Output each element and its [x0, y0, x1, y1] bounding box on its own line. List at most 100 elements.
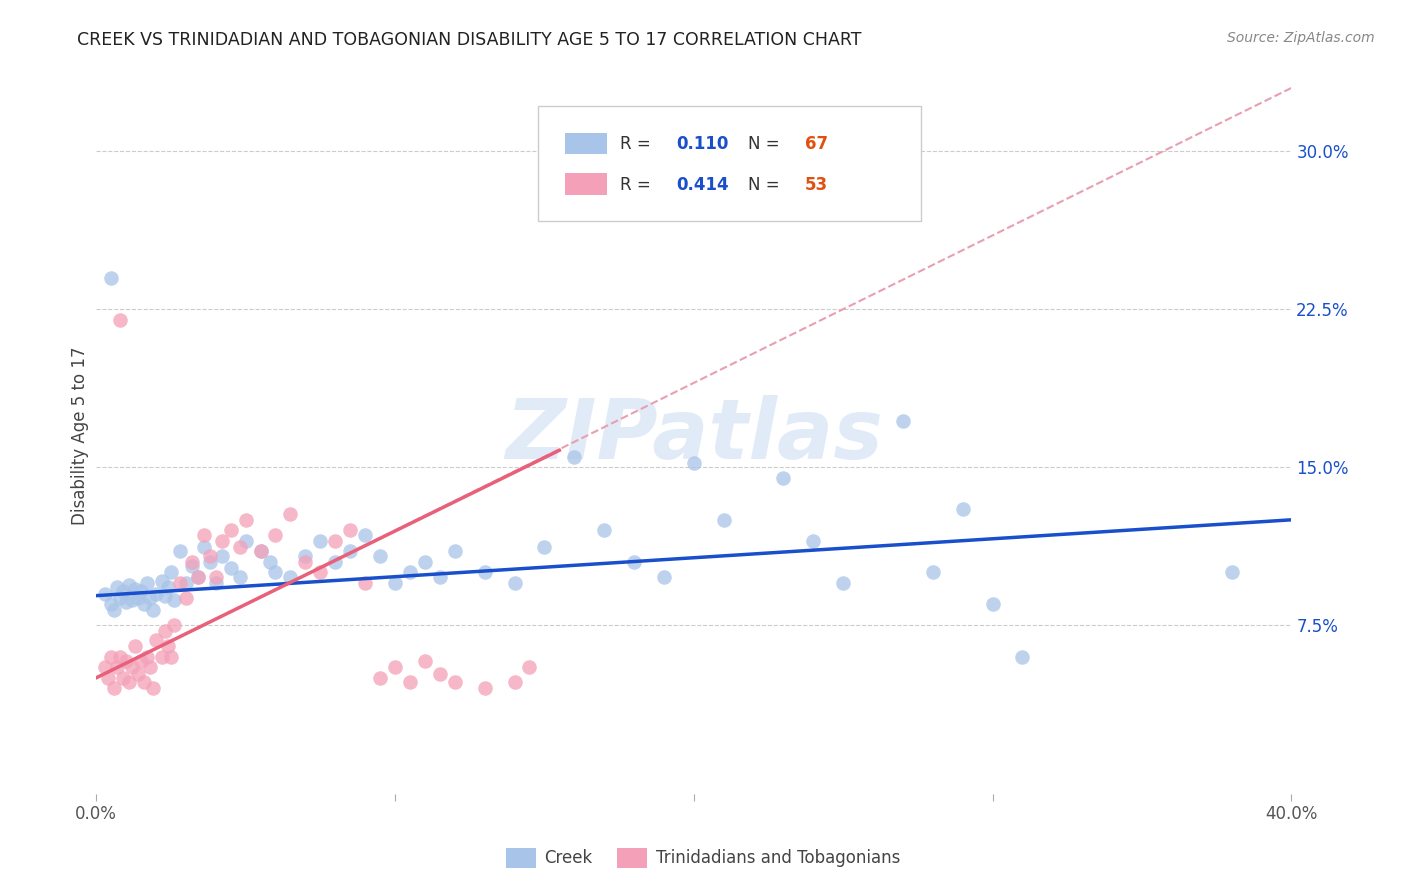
Point [108, 649, 131, 664]
Point [145, 632, 167, 647]
Point [682, 456, 704, 470]
Point [132, 597, 155, 611]
Point [294, 549, 316, 563]
Point [163, 618, 186, 632]
Text: N =: N = [748, 135, 785, 153]
Point [742, 203, 765, 218]
Point [124, 582, 146, 597]
Point [124, 639, 146, 653]
Text: R =: R = [620, 176, 655, 194]
Point [204, 570, 226, 584]
Point [136, 649, 159, 664]
Point [264, 527, 287, 541]
Point [503, 576, 526, 591]
Point [105, 580, 128, 594]
Point [127, 666, 149, 681]
Point [429, 666, 451, 681]
Point [108, 591, 131, 605]
Point [94, 660, 117, 674]
Point [150, 649, 173, 664]
Point [193, 540, 215, 554]
Point [249, 544, 271, 558]
Point [198, 549, 221, 563]
Point [139, 591, 162, 605]
Point [150, 574, 173, 588]
Text: R =: R = [620, 135, 655, 153]
Point [384, 660, 406, 674]
Point [132, 675, 155, 690]
Text: 0.110: 0.110 [676, 135, 728, 153]
Point [94, 586, 117, 600]
Point [339, 524, 361, 538]
Point [156, 639, 179, 653]
Point [127, 591, 149, 605]
Point [399, 566, 422, 580]
Point [891, 414, 914, 428]
Point [160, 566, 183, 580]
Point [121, 660, 143, 674]
Point [97, 671, 120, 685]
FancyBboxPatch shape [565, 133, 606, 154]
Point [118, 578, 141, 592]
Y-axis label: Disability Age 5 to 17: Disability Age 5 to 17 [72, 346, 89, 524]
Point [112, 584, 135, 599]
Point [103, 681, 125, 696]
Point [259, 555, 281, 569]
Text: 67: 67 [804, 135, 828, 153]
Point [115, 654, 138, 668]
FancyBboxPatch shape [565, 173, 606, 195]
Point [562, 450, 585, 464]
Point [713, 513, 735, 527]
Point [142, 681, 165, 696]
Point [100, 649, 122, 664]
Point [519, 660, 541, 674]
Point [204, 576, 226, 591]
Text: 0.414: 0.414 [676, 176, 728, 194]
Point [413, 555, 436, 569]
Point [474, 681, 496, 696]
Point [443, 675, 465, 690]
Point [174, 576, 197, 591]
Point [163, 592, 186, 607]
Point [153, 624, 176, 639]
Point [169, 576, 191, 591]
Point [193, 527, 215, 541]
Text: CREEK VS TRINIDADIAN AND TOBAGONIAN DISABILITY AGE 5 TO 17 CORRELATION CHART: CREEK VS TRINIDADIAN AND TOBAGONIAN DISA… [77, 31, 862, 49]
Point [103, 603, 125, 617]
Text: Source: ZipAtlas.com: Source: ZipAtlas.com [1227, 31, 1375, 45]
Point [801, 533, 824, 548]
Point [112, 671, 135, 685]
Point [354, 527, 377, 541]
Point [264, 566, 287, 580]
Point [981, 597, 1004, 611]
Point [160, 649, 183, 664]
Point [180, 559, 202, 574]
Point [118, 675, 141, 690]
Point [503, 675, 526, 690]
Point [623, 555, 645, 569]
Point [309, 566, 332, 580]
Point [156, 580, 179, 594]
Point [100, 270, 122, 285]
Point [249, 544, 271, 558]
Point [339, 544, 361, 558]
Point [115, 595, 138, 609]
Point [1011, 649, 1033, 664]
Point [219, 524, 242, 538]
Point [429, 570, 451, 584]
Point [235, 533, 257, 548]
Point [832, 576, 855, 591]
Point [280, 507, 302, 521]
Text: ZIPatlas: ZIPatlas [505, 395, 883, 476]
Point [323, 533, 346, 548]
Point [180, 555, 202, 569]
Text: 53: 53 [804, 176, 828, 194]
Point [368, 671, 391, 685]
Point [174, 591, 197, 605]
Point [139, 660, 162, 674]
Text: N =: N = [748, 176, 785, 194]
Legend: Creek, Trinidadians and Tobagonians: Creek, Trinidadians and Tobagonians [499, 841, 907, 875]
FancyBboxPatch shape [538, 106, 921, 220]
Point [169, 544, 191, 558]
Point [474, 566, 496, 580]
